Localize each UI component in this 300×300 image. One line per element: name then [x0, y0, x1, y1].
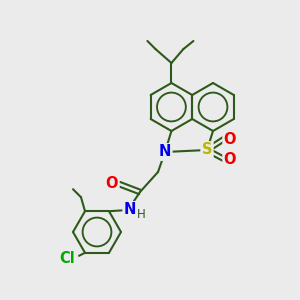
Text: H: H — [136, 208, 146, 220]
Text: N: N — [124, 202, 136, 217]
Text: N: N — [159, 145, 171, 160]
Text: Cl: Cl — [59, 251, 75, 266]
Text: S: S — [202, 142, 212, 158]
Text: O: O — [224, 152, 236, 166]
Text: O: O — [106, 176, 118, 191]
Text: O: O — [224, 131, 236, 146]
